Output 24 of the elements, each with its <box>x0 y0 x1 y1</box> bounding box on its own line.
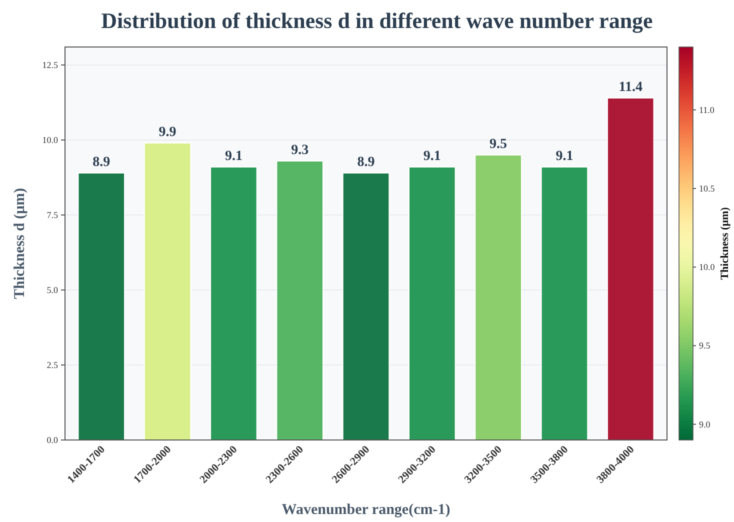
y-tick-label: 7.5 <box>46 210 58 220</box>
color-bar-title: Thickness (μm) <box>719 206 731 280</box>
color-bar-label: 11.0 <box>699 104 715 115</box>
data-label: 9.3 <box>291 143 309 158</box>
data-label: 11.4 <box>618 80 642 95</box>
data-label: 9.5 <box>490 137 508 152</box>
y-tick-label: 0.0 <box>46 435 58 445</box>
y-tick-label: 10.0 <box>42 135 58 145</box>
data-label: 8.9 <box>357 155 375 170</box>
data-label: 9.1 <box>423 149 441 164</box>
data-label: 9.1 <box>556 149 574 164</box>
color-bar-label: 9.0 <box>699 419 711 430</box>
data-label: 8.9 <box>92 155 110 170</box>
data-label: 9.9 <box>158 125 176 140</box>
data-label: 9.1 <box>224 149 242 164</box>
color-bar-label: 9.5 <box>699 340 711 351</box>
x-axis-title: Wavenumber range(cm-1) <box>282 502 450 518</box>
color-bar-label: 10.5 <box>699 183 716 194</box>
y-axis-title: Thickness d (μm) <box>12 188 28 300</box>
y-tick-label: 2.5 <box>46 360 58 370</box>
chart-title: Distribution of thickness d in different wave number range <box>101 8 654 33</box>
color-bar-label: 10.0 <box>699 262 716 272</box>
y-tick-label: 5.0 <box>46 285 58 295</box>
y-tick-label: 12.5 <box>42 60 58 70</box>
